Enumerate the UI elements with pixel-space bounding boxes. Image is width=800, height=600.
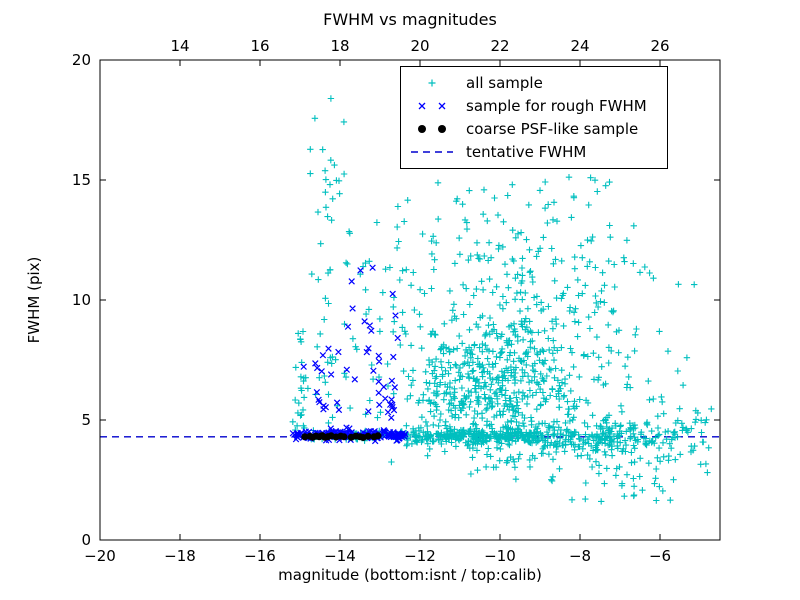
legend-entry: sample for rough FWHM xyxy=(408,97,647,115)
y-tick-label: 0 xyxy=(81,531,91,549)
legend-entry: tentative FWHM xyxy=(408,143,647,161)
x-tick-label: −18 xyxy=(164,547,196,565)
all-sample-points xyxy=(289,95,715,505)
top-tick-label: 26 xyxy=(650,37,669,55)
legend-entry-label: sample for rough FWHM xyxy=(466,97,647,115)
top-tick-label: 20 xyxy=(410,37,429,55)
x-tick-label: −14 xyxy=(324,547,356,565)
dashed-line-icon xyxy=(411,151,453,153)
y-tick-label: 5 xyxy=(81,411,91,429)
axis-ticks xyxy=(99,59,720,541)
y-tick-label: 10 xyxy=(72,291,91,309)
x-tick-label: −10 xyxy=(484,547,516,565)
top-tick-label: 16 xyxy=(250,37,269,55)
x-tick-label: −20 xyxy=(84,547,116,565)
plus-marker-icon xyxy=(428,79,436,87)
legend: all sample sample for rough FWHM coarse PS… xyxy=(400,66,668,169)
legend-entry-label: coarse PSF-like sample xyxy=(466,120,639,138)
x-tick-label: −12 xyxy=(404,547,436,565)
legend-entry: coarse PSF-like sample xyxy=(408,120,647,138)
psf-sample-points xyxy=(301,432,382,441)
legend-entry-label: tentative FWHM xyxy=(466,143,587,161)
x-tick-label: −8 xyxy=(569,547,591,565)
x-tick-label: −16 xyxy=(244,547,276,565)
top-tick-label: 14 xyxy=(170,37,189,55)
y-tick-label: 20 xyxy=(72,51,91,69)
top-tick-label: 22 xyxy=(490,37,509,55)
top-tick-label: 24 xyxy=(570,37,589,55)
top-tick-label: 18 xyxy=(330,37,349,55)
cross-marker-icon xyxy=(418,102,446,110)
rough-fwhm-points xyxy=(289,264,409,445)
y-axis-label: FWHM (pix) xyxy=(25,256,43,344)
dot-marker-icon xyxy=(418,125,446,133)
legend-entry: all sample xyxy=(408,74,647,92)
y-tick-label: 15 xyxy=(72,171,91,189)
x-tick-label: −6 xyxy=(649,547,671,565)
legend-entry-label: all sample xyxy=(466,74,543,92)
x-axis-label: magnitude (bottom:isnt / top:calib) xyxy=(278,566,542,584)
chart-title: FWHM vs magnitudes xyxy=(323,10,497,29)
